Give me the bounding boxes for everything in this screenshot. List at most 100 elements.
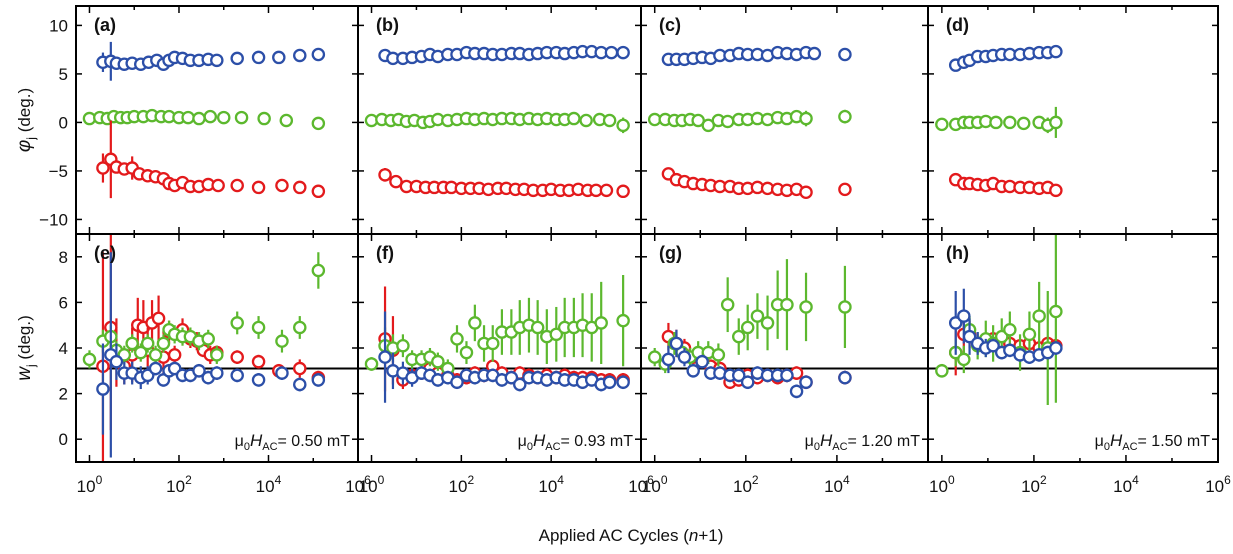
panels: 10 5 0 −5 −10 (a) (b) (c) (d) 8 6 4 2 0 100 102 104 106 (e… — [39, 5, 1231, 496]
data-point — [210, 366, 224, 380]
panel-d-data — [935, 44, 1063, 198]
data-point — [251, 354, 266, 369]
data-point — [275, 178, 289, 193]
x-tick-label: 102 — [166, 473, 192, 496]
data-point — [109, 354, 124, 369]
panel-a-label: (a) — [94, 15, 116, 35]
data-point — [293, 48, 307, 63]
panel-f: 100 102 104 106 (f) μ0HAC= 0.93 mT — [357, 233, 654, 496]
panel-b-series-red — [378, 168, 630, 199]
panel-b-data — [364, 44, 630, 199]
panel-a-series-green — [82, 108, 326, 131]
panel-h: 100 102 104 106 (h) μ0HAC= 1.50 mT — [927, 233, 1231, 496]
data-point — [431, 354, 445, 369]
data-point — [838, 182, 852, 197]
panel-e-label: (e) — [94, 243, 116, 263]
panel-e: 8 6 4 2 0 100 102 104 106 (e) μ0HAC= 0.50 mT — [59, 233, 371, 496]
data-point — [1003, 323, 1017, 337]
data-point — [594, 316, 608, 330]
data-point — [125, 336, 139, 351]
panel-g-data — [647, 259, 852, 399]
data-point — [695, 354, 709, 369]
data-point — [468, 316, 482, 330]
data-point — [148, 348, 163, 362]
panel-e-series-blue — [96, 252, 326, 458]
data-point — [293, 320, 307, 335]
data-point — [293, 361, 307, 376]
panel-a-data — [82, 41, 326, 199]
y-tick-label: 5 — [59, 65, 68, 84]
data-point — [604, 45, 619, 60]
data-point — [838, 109, 852, 124]
data-point — [210, 348, 224, 362]
data-point — [311, 373, 326, 387]
data-point — [279, 113, 294, 128]
panel-c-series-red — [661, 167, 852, 200]
x-tick-label: 104 — [1113, 473, 1139, 496]
x-tick-label: 106 — [345, 473, 371, 496]
data-point — [230, 316, 244, 330]
data-point — [293, 180, 307, 195]
y-axis-title-phi: φj (deg.) — [14, 88, 38, 152]
data-point — [957, 309, 971, 323]
x-axis-title: Applied AC Cycles (n+1) — [539, 526, 724, 545]
data-point — [230, 368, 244, 383]
data-point — [567, 111, 581, 126]
data-point — [485, 336, 500, 351]
panel-h-data — [935, 234, 1063, 405]
data-point — [986, 338, 1000, 353]
data-point — [760, 316, 775, 330]
data-point — [251, 373, 266, 387]
data-point — [311, 263, 326, 278]
y-tick-label: −10 — [39, 210, 68, 229]
data-point — [599, 183, 614, 198]
y-tick-label: 10 — [49, 16, 68, 35]
data-point — [396, 338, 410, 353]
data-point — [311, 116, 326, 131]
data-point — [459, 345, 474, 360]
data-point — [378, 350, 392, 364]
panel-c-series-blue — [661, 45, 852, 67]
data-point — [732, 329, 746, 344]
data-point — [156, 336, 171, 351]
y-tick-label: 2 — [59, 385, 68, 404]
data-point — [602, 113, 617, 128]
data-point — [616, 184, 630, 199]
panel-d-label: (d) — [946, 15, 969, 35]
data-point — [167, 348, 182, 362]
data-point — [1049, 115, 1063, 130]
panel-f-data — [364, 275, 630, 403]
data-point — [211, 178, 225, 193]
data-point — [513, 377, 527, 392]
data-point — [616, 45, 630, 60]
panel-b-label: (b) — [376, 15, 399, 35]
data-point — [181, 110, 195, 125]
panel-e-field-label: μ0HAC= 0.50 mT — [235, 431, 351, 453]
data-point — [450, 375, 464, 389]
data-point — [935, 364, 949, 378]
data-point — [616, 375, 630, 389]
data-point — [201, 332, 215, 346]
data-point — [780, 368, 794, 383]
data-point — [450, 332, 464, 346]
data-point — [807, 46, 822, 61]
data-point — [789, 384, 804, 399]
panel-g-field-label: μ0HAC= 1.20 mT — [805, 431, 921, 453]
data-point — [740, 375, 755, 389]
panel-a-series-red — [96, 120, 326, 199]
data-point — [616, 118, 630, 133]
panel-d-series-red — [948, 172, 1063, 198]
data-point — [230, 178, 244, 193]
panel-b-series-green — [364, 111, 630, 134]
data-point — [275, 366, 289, 380]
data-point — [1032, 309, 1046, 323]
y-tick-label: 4 — [59, 339, 68, 358]
data-point — [686, 364, 700, 378]
data-point — [677, 350, 692, 364]
panel-b-series-blue — [378, 44, 630, 66]
panel-h-label: (h) — [946, 243, 969, 263]
panel-b: (b) — [357, 5, 642, 235]
data-point — [96, 382, 110, 396]
data-point — [134, 345, 148, 360]
